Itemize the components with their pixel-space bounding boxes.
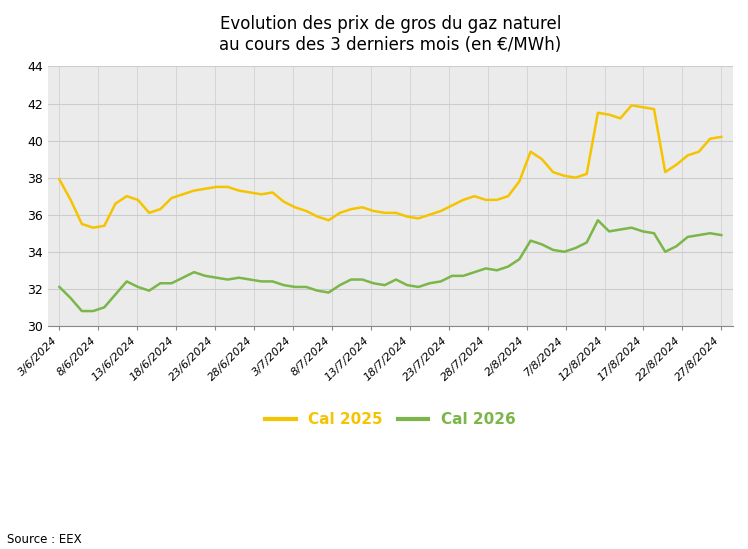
Legend: Cal 2025, Cal 2026: Cal 2025, Cal 2026 — [259, 406, 521, 433]
Cal 2026 — [481, 265, 490, 272]
Cal 2026 — [55, 284, 64, 290]
Line: Cal 2025: Cal 2025 — [59, 105, 721, 228]
Cal 2025 — [234, 187, 243, 194]
Cal 2025 — [257, 191, 266, 198]
Cal 2025 — [178, 191, 187, 198]
Cal 2026 — [77, 308, 86, 315]
Cal 2026 — [234, 274, 243, 281]
Cal 2025 — [481, 197, 490, 203]
Title: Evolution des prix de gros du gaz naturel
au cours des 3 derniers mois (en €/MWh: Evolution des prix de gros du gaz nature… — [219, 15, 562, 54]
Cal 2025 — [627, 102, 636, 109]
Cal 2025 — [279, 198, 288, 205]
Cal 2025 — [88, 225, 97, 231]
Cal 2026 — [290, 284, 299, 290]
Cal 2025 — [55, 176, 64, 183]
Cal 2025 — [290, 204, 299, 211]
Cal 2026 — [257, 278, 266, 285]
Cal 2026 — [279, 282, 288, 288]
Line: Cal 2026: Cal 2026 — [59, 220, 721, 311]
Cal 2026 — [593, 217, 602, 223]
Cal 2025 — [717, 133, 726, 140]
Cal 2026 — [717, 232, 726, 238]
Text: Source : EEX: Source : EEX — [7, 533, 82, 546]
Cal 2026 — [178, 274, 187, 281]
